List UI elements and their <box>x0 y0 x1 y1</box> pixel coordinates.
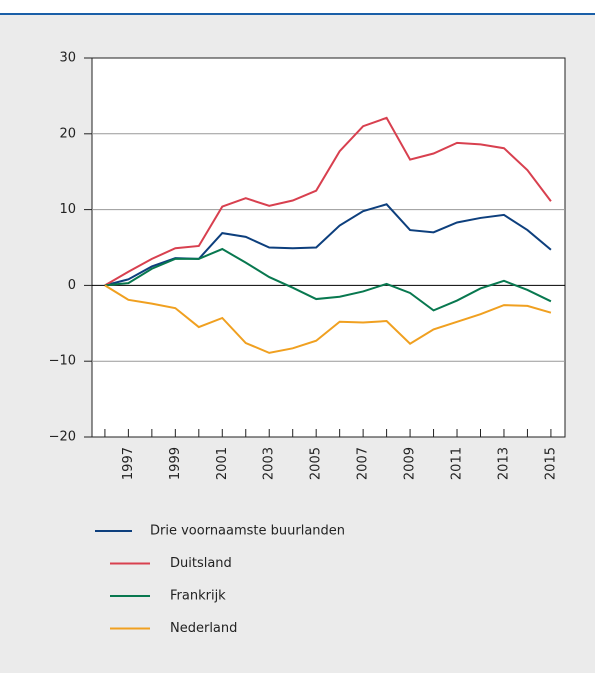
legend-label: Drie voornaamste buurlanden <box>150 524 345 539</box>
x-tick-label: 2013 <box>496 447 511 480</box>
y-tick-label: −10 <box>49 354 76 369</box>
y-tick-label: 20 <box>59 126 76 141</box>
x-tick-label: 2005 <box>309 447 324 480</box>
legend-label: Frankrijk <box>170 589 226 604</box>
plot-area <box>91 57 566 438</box>
x-tick-label: 2007 <box>356 447 371 480</box>
legend-label: Duitsland <box>170 556 232 571</box>
series-line <box>104 284 552 354</box>
x-tick-label: 2015 <box>543 447 558 480</box>
x-tick-label: 1997 <box>121 447 136 480</box>
series-line <box>104 247 552 312</box>
x-tick-label: 1999 <box>168 447 183 480</box>
top-rule <box>0 13 595 15</box>
series-line <box>104 116 552 287</box>
x-tick-label: 2003 <box>262 447 277 480</box>
legend-label: Nederland <box>170 621 237 636</box>
x-tick-label: 2001 <box>215 447 230 480</box>
y-tick-label: −20 <box>49 430 76 445</box>
y-tick-label: 30 <box>59 51 76 66</box>
x-tick-label: 2009 <box>403 447 418 480</box>
y-tick-label: 0 <box>68 278 76 293</box>
y-tick-label: 10 <box>59 202 76 217</box>
x-tick-label: 2011 <box>450 447 465 480</box>
